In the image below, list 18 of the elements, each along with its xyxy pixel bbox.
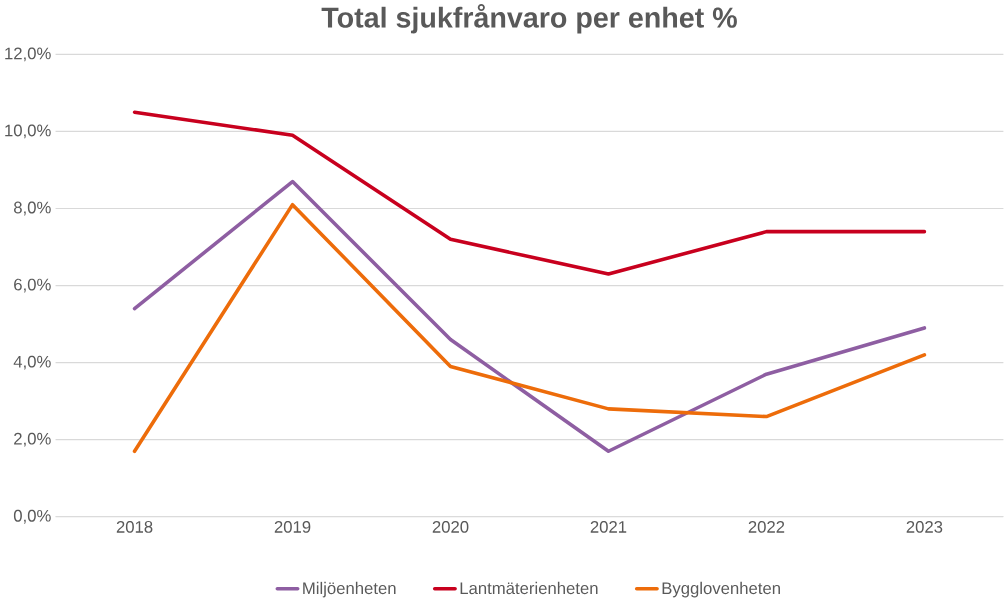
x-tick-label: 2023 [906, 521, 943, 534]
y-tick-label: 2,0% [14, 433, 51, 447]
x-tick-label: 2021 [590, 521, 627, 534]
legend-label: Bygglovenheten [662, 582, 780, 598]
x-tick-label: 2020 [432, 521, 469, 534]
legend-label: Miljöenheten [303, 582, 396, 598]
line-series [132, 110, 927, 277]
y-tick-label: 12,0% [5, 47, 51, 62]
y-tick-label: 6,0% [14, 278, 51, 293]
legend-label: Lantmäterienheten [460, 582, 598, 595]
x-tick-label: 2022 [748, 521, 785, 534]
chart-title: Total sjukfrånvaro per enhet % [321, 4, 737, 34]
y-tick-label: 0,0% [13, 510, 51, 524]
x-tick-label: 2018 [116, 521, 153, 534]
x-tick-label: 2019 [274, 521, 311, 534]
y-tick-label: 8,0% [14, 201, 51, 216]
y-tick-label: 10,0% [5, 124, 51, 139]
y-tick-label: 4,0% [13, 355, 51, 370]
